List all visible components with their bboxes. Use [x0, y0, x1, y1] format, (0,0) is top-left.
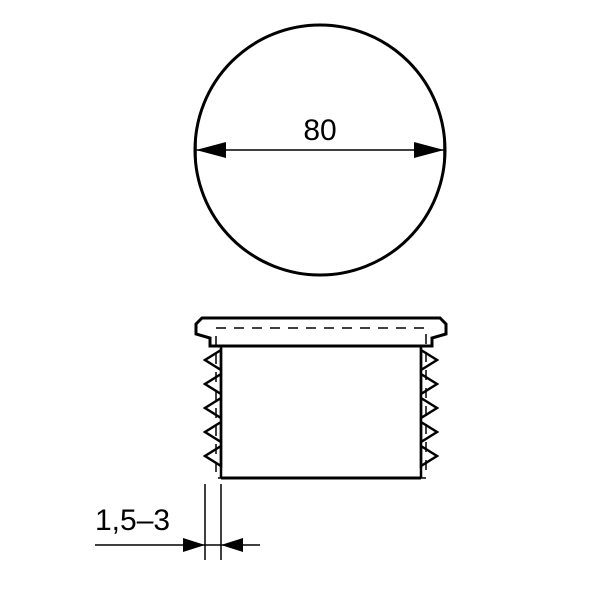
- engineering-drawing: 80: [0, 0, 600, 600]
- wall-dim-arrow-right: [221, 538, 243, 552]
- ribs-right: [421, 350, 437, 466]
- diameter-label: 80: [303, 114, 336, 147]
- hidden-cavity: [216, 328, 426, 478]
- top-view: 80: [195, 25, 445, 275]
- section-view: [196, 318, 446, 478]
- wall-thickness-label: 1,5–3: [95, 504, 170, 537]
- cap-outline: [196, 318, 446, 346]
- wall-dim-arrow-left: [183, 538, 205, 552]
- thread-ribs: [205, 346, 437, 478]
- dim-arrow-left: [196, 142, 226, 158]
- ribs-left: [205, 350, 221, 466]
- wall-thickness-dim: 1,5–3: [95, 484, 260, 560]
- dim-arrow-right: [414, 142, 444, 158]
